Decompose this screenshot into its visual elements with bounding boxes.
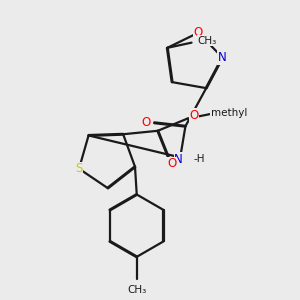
Text: CH₃: CH₃ <box>127 285 146 295</box>
Text: methyl: methyl <box>211 109 247 118</box>
Text: -H: -H <box>194 154 205 164</box>
Text: N: N <box>218 51 227 64</box>
Text: N: N <box>174 153 183 166</box>
Text: O: O <box>194 26 203 39</box>
Text: CH₃: CH₃ <box>197 36 217 46</box>
Text: S: S <box>75 162 83 175</box>
Text: O: O <box>141 116 150 129</box>
Text: O: O <box>167 157 176 170</box>
Text: O: O <box>190 109 199 122</box>
